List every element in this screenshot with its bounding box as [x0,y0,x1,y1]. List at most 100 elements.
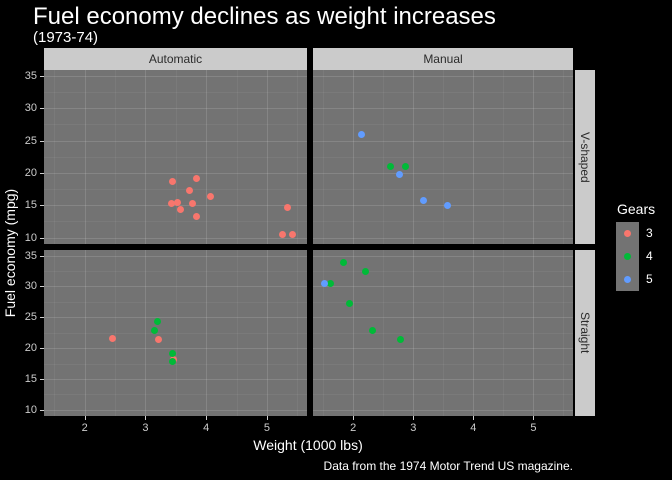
y-tick-mark [40,286,44,288]
y-tick-label: 20 [24,342,37,355]
y-tick-mark [40,237,44,239]
legend-dot-green [624,253,631,260]
gridline-major [44,75,307,77]
gridline-major [313,348,573,350]
x-tick-mark [206,416,208,420]
gridline-minor [313,394,573,396]
x-tick-label: 4 [470,422,477,434]
facet-panel-manual-v-shaped [313,70,573,244]
data-point [278,231,286,239]
gridline-minor [115,70,117,244]
y-tick-label: 10 [24,403,37,416]
gridline-minor [44,363,307,365]
gridline-minor [323,250,325,416]
facet-strip-label: V-shaped [578,131,592,183]
caption: Data from the 1974 Motor Trend US magazi… [323,459,573,473]
gridline-major [473,70,475,244]
y-tick-label: 35 [24,69,37,82]
facet-strip-straight: Straight [575,250,595,416]
x-tick-label: 3 [410,422,417,434]
legend-dot-red [624,230,631,237]
data-point [109,335,117,343]
x-tick-mark [533,416,535,420]
gridline-major [313,140,573,142]
data-point [289,231,297,239]
y-tick-label: 30 [24,102,37,115]
data-point [186,186,194,194]
gridline-minor [44,156,307,158]
gridline-minor [383,250,385,416]
x-tick-mark [145,416,147,420]
data-point [368,327,376,335]
y-tick-mark [40,409,44,411]
data-point [176,206,184,214]
gridline-major [313,205,573,207]
data-point [193,174,201,182]
data-point [420,196,427,204]
gridline-major [44,108,307,110]
y-tick-mark [40,348,44,350]
facet-strip-automatic: Automatic [44,48,307,70]
legend-key-gear-4 [616,245,639,268]
x-tick-mark [353,416,355,420]
gridline-major [44,237,307,239]
gridline-major [313,255,573,257]
data-point [320,280,328,288]
gridline-minor [313,221,573,223]
gridline-major [313,409,573,411]
plot-title: Fuel economy declines as weight increase… [33,3,496,30]
gridline-minor [503,70,505,244]
data-point [345,299,353,307]
data-point [387,162,394,170]
data-point [151,327,158,335]
data-point [168,358,176,366]
gridline-minor [44,301,307,303]
data-point [444,201,451,209]
gridline-major [413,250,415,416]
x-tick-label: 4 [203,422,210,434]
data-point [396,171,403,179]
legend-key-gear-5 [616,268,639,291]
data-point [284,203,292,211]
y-tick-label: 15 [24,373,37,385]
gridline-major [44,205,307,207]
facet-strip-manual: Manual [313,48,573,70]
gridline-minor [297,70,299,244]
gridline-major [44,255,307,257]
gridline-minor [236,70,238,244]
data-point [402,162,410,170]
x-tick-label: 5 [530,422,537,434]
facet-strip-label: Automatic [148,52,203,66]
gridline-major [44,286,307,288]
plot-subtitle: (1973-74) [33,29,99,46]
facet-strip-label: Straight [578,312,592,354]
y-tick-label: 35 [24,249,37,262]
facet-panel-manual-straight [313,250,573,416]
gridline-minor [54,250,56,416]
gridline-minor [115,250,117,416]
gridline-major [313,286,573,288]
data-point [339,258,347,266]
data-point [168,349,176,357]
y-tick-mark [40,108,44,110]
data-point [155,336,162,343]
y-tick-mark [40,172,44,174]
gridline-minor [503,250,505,416]
gridline-minor [44,394,307,396]
gridline-minor [563,250,565,416]
gridline-minor [313,363,573,365]
gridline-minor [175,70,177,244]
facet-strip-v-shaped: V-shaped [575,70,595,244]
data-point [206,192,214,200]
y-tick-label: 10 [24,231,37,244]
gridline-minor [175,250,177,416]
gridline-minor [323,70,325,244]
y-tick-label: 25 [24,134,37,147]
y-tick-mark [40,255,44,257]
legend-label: 4 [646,249,653,263]
gridline-minor [54,70,56,244]
gridline-major [473,250,475,416]
gridline-major [145,250,147,416]
data-point [358,130,366,138]
